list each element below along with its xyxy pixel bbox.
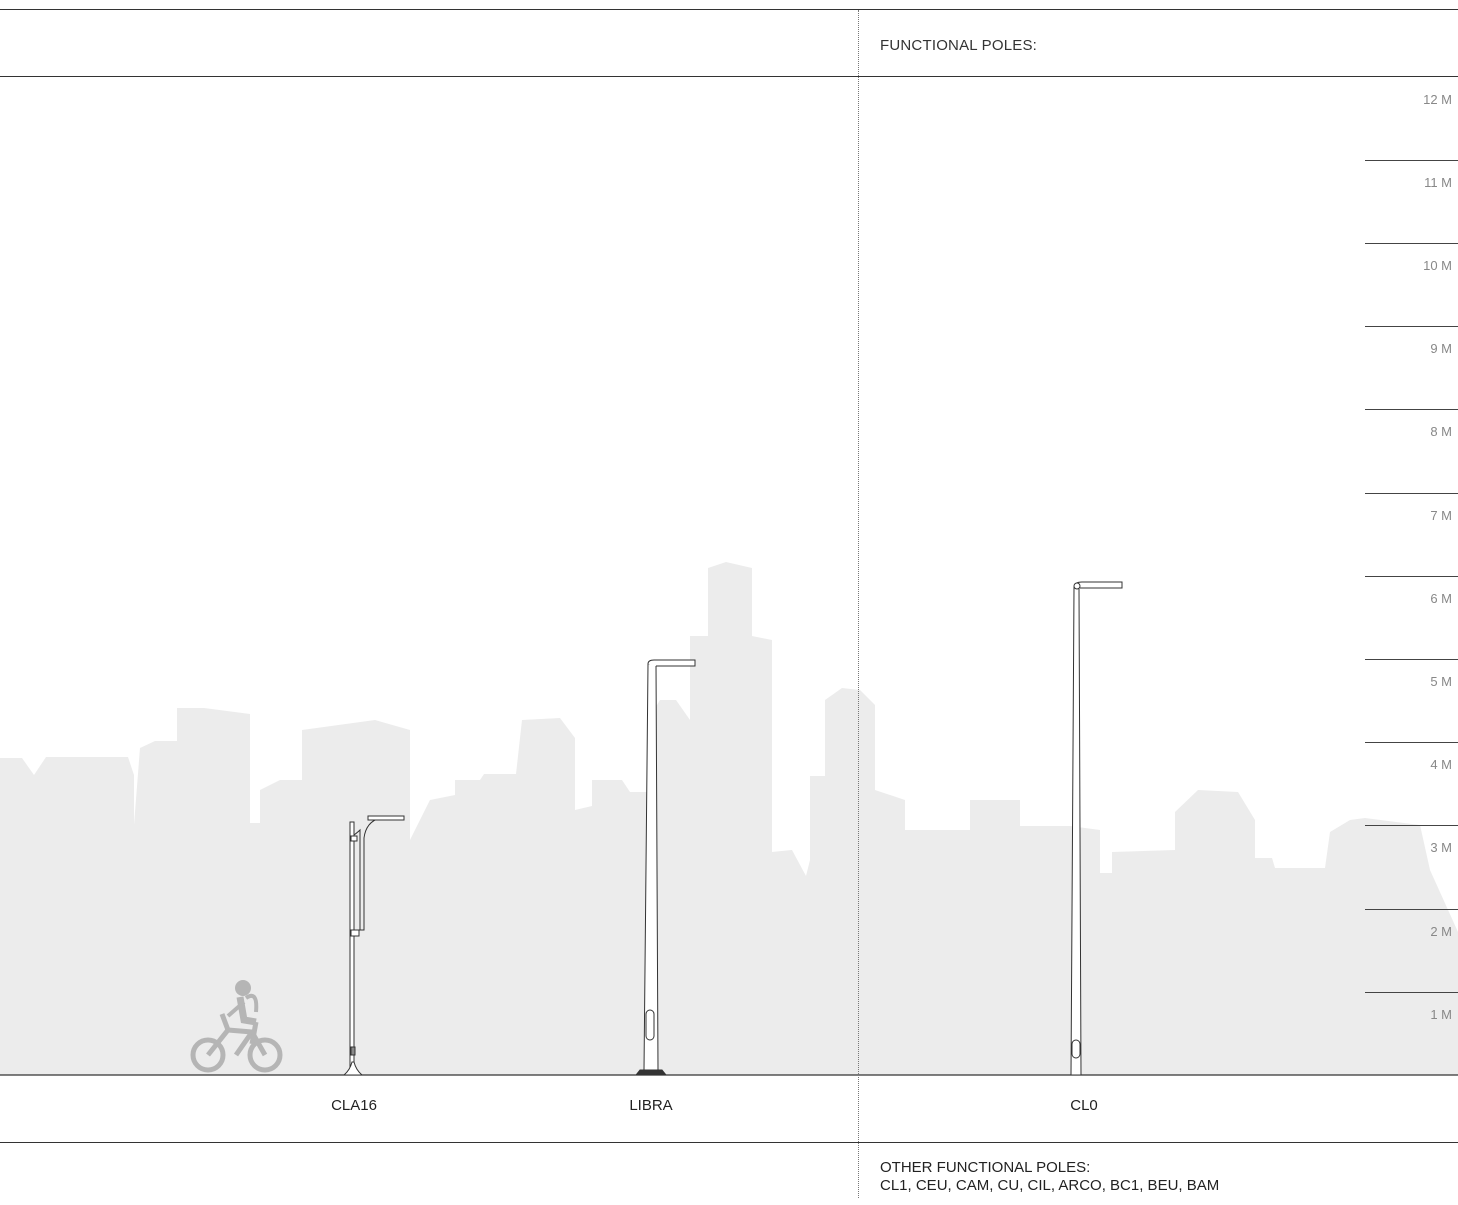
- scale-tick-5m: [1365, 659, 1458, 660]
- scale-label-6m: 6 M: [1430, 590, 1452, 606]
- scale-tick-4m: [1365, 742, 1458, 743]
- scale-tick-10m: [1365, 243, 1458, 244]
- scale-tick-7m: [1365, 493, 1458, 494]
- scale-tick-3m: [1365, 825, 1458, 826]
- scale-tick-8m: [1365, 409, 1458, 410]
- pole-label-cla16: CLA16: [331, 1097, 377, 1114]
- scale-label-5m: 5 M: [1430, 674, 1452, 689]
- top-border: [0, 9, 1458, 10]
- footer-pole-list: CL1, CEU, CAM, CU, CIL, ARCO, BC1, BEU, …: [880, 1177, 1220, 1194]
- scale-label-3m: 3 M: [1430, 840, 1452, 856]
- scale-label-12m: 12 M: [1423, 91, 1452, 107]
- scale-tick-1m: [1365, 992, 1458, 993]
- scale-label-2m: 2 M: [1430, 923, 1452, 939]
- scale-label-9m: 9 M: [1430, 341, 1452, 357]
- scale-label-10m: 10 M: [1423, 258, 1452, 273]
- cl0-pole-drawing: [1070, 581, 1123, 1076]
- city-skyline-silhouette: [0, 562, 1458, 1075]
- cla16-pole-drawing: [342, 815, 405, 1076]
- scale-label-7m: 7 M: [1430, 507, 1452, 523]
- scale-tick-9m: [1365, 326, 1458, 327]
- footer-note: OTHER FUNCTIONAL POLES: CL1, CEU, CAM, C…: [880, 1159, 1219, 1195]
- scale-label-4m: 4 M: [1430, 757, 1452, 773]
- scale-label-8m: 8 M: [1430, 424, 1452, 440]
- scale-label-1m: 1 M: [1430, 1006, 1452, 1022]
- footer-title: OTHER FUNCTIONAL POLES:: [880, 1159, 1091, 1176]
- pole-label-cl0: CL0: [1070, 1097, 1098, 1114]
- section-divider: [858, 10, 859, 1198]
- scale-tick-6m: [1365, 576, 1458, 577]
- scale-tick-11m: [1365, 160, 1458, 161]
- cyclist-silhouette: [190, 980, 283, 1073]
- pole-label-libra: LIBRA: [629, 1097, 673, 1114]
- scale-tick-2m: [1365, 909, 1458, 910]
- section-title: FUNCTIONAL POLES:: [880, 37, 1038, 54]
- footer-divider: [0, 1142, 1458, 1143]
- header-divider: [0, 76, 1458, 77]
- libra-pole-drawing: [634, 659, 696, 1076]
- scale-label-11m: 11 M: [1424, 174, 1452, 190]
